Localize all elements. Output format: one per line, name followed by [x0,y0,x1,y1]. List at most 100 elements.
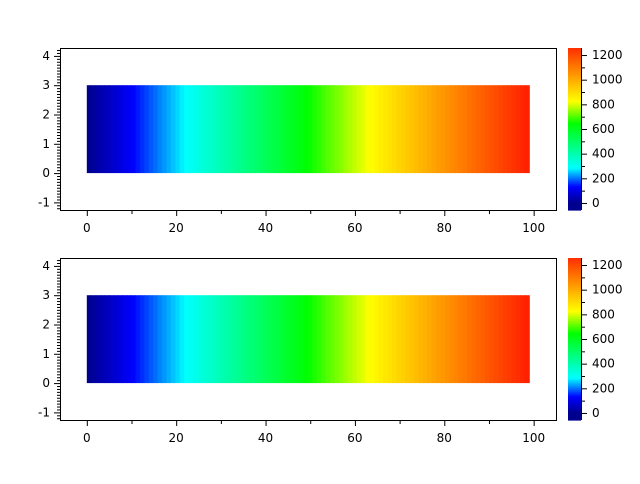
heatmap-cell [281,85,287,174]
heatmap-cell [277,85,283,174]
x-tick-label: 80 [437,221,452,235]
heatmap-cell [175,85,181,174]
heatmap-cell [458,85,464,174]
colorbar-cell [568,286,581,289]
colorbar-tick-label: 1200 [592,258,623,272]
heatmap-cell [166,295,172,384]
heatmap-cell [188,295,194,384]
y-tick-label: 1 [42,137,50,151]
colorbar-cell [568,48,581,51]
heatmap-cell [175,295,181,384]
colorbar-cell [568,409,581,413]
heatmap-cell [334,295,340,384]
heatmap-cell [498,85,504,174]
heatmap-cell [122,85,128,174]
colorbar-cell [568,191,581,195]
colorbar-cell [568,155,581,158]
colorbar-cell [568,151,581,154]
colorbar-cell [568,52,581,55]
colorbar-cell [568,183,581,187]
heatmap-cell [197,295,203,384]
colorbar-cell [568,131,581,134]
heatmap-cell [219,85,225,174]
colorbar-cell [568,351,581,354]
heatmap-cell [484,85,490,174]
heatmap-cell [215,85,221,174]
colorbar-cell [568,187,581,191]
colorbar-cell [568,94,581,98]
colorbar-cell [568,165,581,169]
heatmap-cell [316,295,322,384]
colorbar-cell [568,373,581,377]
x-tick-label: 20 [169,431,184,445]
heatmap-cell [157,295,163,384]
colorbar-cell [568,367,581,370]
colorbar-cell [568,276,581,279]
heatmap-cell [445,85,451,174]
colorbar-cell [568,110,581,114]
y-tick-label: 4 [42,259,50,273]
heatmap-cell [210,295,216,384]
colorbar-cell [568,163,581,167]
colorbar-cell [568,334,581,338]
colorbar-cell [568,272,581,275]
heatmap-cell [400,295,406,384]
heatmap-cell [453,295,460,384]
colorbar-cell [568,294,581,298]
colorbar-cell [568,50,581,53]
colorbar-cell [568,197,581,201]
colorbar-cell [568,343,581,346]
heatmap-cell [392,295,398,384]
heatmap-cell [515,295,521,384]
heatmap-cell [290,295,296,384]
heatmap-cell [237,295,243,384]
heatmap-cell [263,295,269,384]
colorbar-cell [568,159,581,162]
colorbar-cell [568,157,581,160]
colorbar-cell [568,102,581,106]
heatmap-cell [153,295,159,384]
heatmap-cell [418,85,424,174]
heatmap-cell [312,295,318,384]
heatmap-cell [135,85,141,174]
heatmap-cell [316,85,322,174]
heatmap-cell [285,295,291,384]
colorbar-cell [568,201,581,205]
heatmap-cell [467,85,473,174]
heatmap-cell [369,85,375,174]
heatmap-cell [489,295,495,384]
colorbar-cell [568,369,581,372]
colorbar-cell [568,264,581,267]
colorbar-cell [568,145,581,148]
heatmap-cell [405,295,411,384]
colorbar-cell [568,302,581,306]
colorbar-tick-label: 0 [592,406,600,420]
colorbar-cell [568,141,581,144]
heatmap-cell [157,85,163,174]
colorbar: 0 200 400 600 800 1000 1200 [568,258,623,421]
colorbar-cell [568,177,581,181]
colorbar-cell [568,298,581,302]
heatmap-cell [471,85,477,174]
heatmap-cell [467,295,473,384]
heatmap-cell [201,295,207,384]
heatmap-cell [436,295,442,384]
colorbar-cell [568,288,581,291]
heatmap-cell [476,85,482,174]
heatmap-cell [117,85,123,174]
colorbar-cell [568,401,581,405]
colorbar-cell [568,143,581,146]
heatmap-cell [188,85,194,174]
heatmap-cell [498,295,504,384]
x-tick-label: 80 [437,431,452,445]
colorbar-cell [568,413,581,417]
heatmap-cell [507,85,513,174]
colorbar-tick-label: 800 [592,97,615,111]
x-tick-label: 0 [83,221,91,235]
colorbar-cell [568,300,581,304]
heatmap-cell [210,85,216,174]
heatmap-cell [241,85,247,174]
colorbar-cell [568,80,581,84]
heatmap-cell [162,85,168,174]
heatmap-cell [431,295,437,384]
